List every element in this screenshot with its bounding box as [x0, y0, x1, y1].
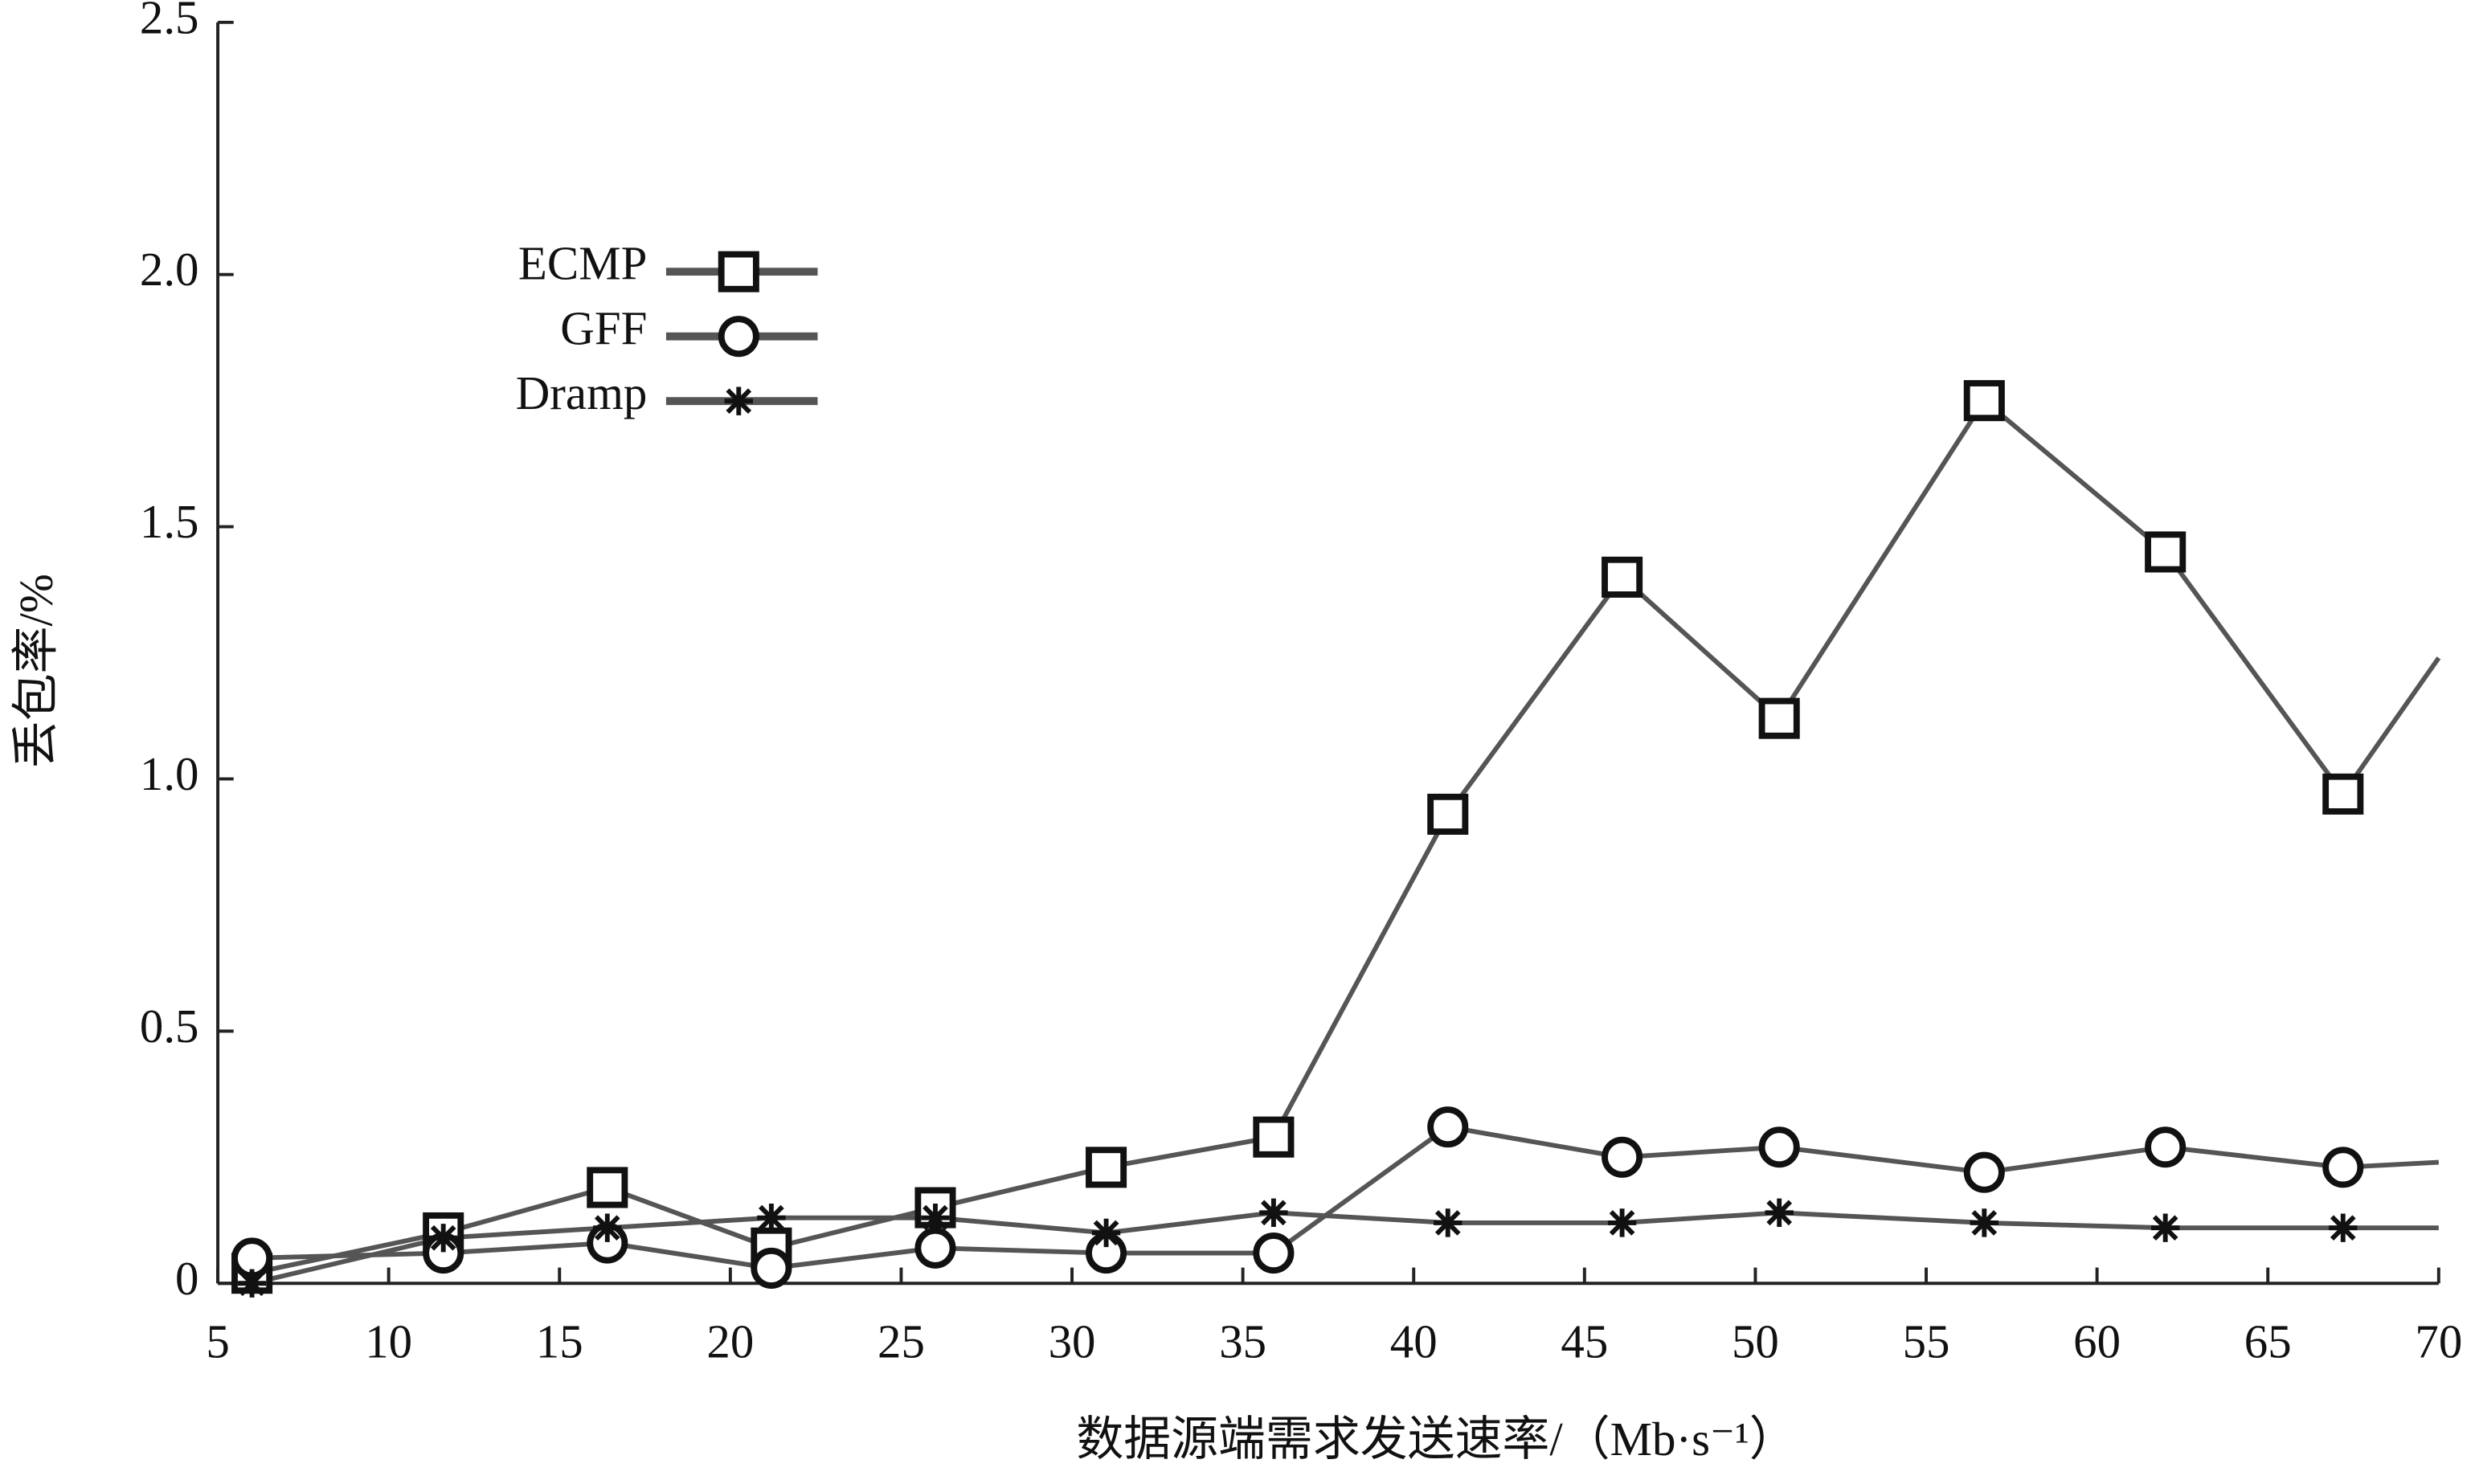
- y-tick-label: 1.0: [140, 747, 199, 800]
- marker: [2145, 531, 2187, 573]
- x-tick-label: 70: [2415, 1314, 2462, 1367]
- marker: [1963, 380, 2005, 422]
- x-tick-label: 40: [1390, 1314, 1438, 1367]
- marker: [2322, 773, 2364, 815]
- marker: [1086, 1147, 1127, 1188]
- marker: [1602, 1136, 1643, 1178]
- legend-marker: [718, 251, 759, 292]
- y-axis-label: 丢包率/%: [10, 574, 63, 768]
- x-tick-label: 65: [2244, 1314, 2292, 1367]
- y-tick-label: 2.0: [140, 243, 199, 296]
- marker: [1253, 1116, 1295, 1158]
- marker: [1427, 793, 1469, 835]
- y-tick-label: 2.5: [140, 0, 199, 43]
- marker: [2150, 1213, 2180, 1242]
- x-tick-label: 30: [1049, 1314, 1096, 1367]
- marker: [1434, 1208, 1462, 1237]
- marker: [237, 1269, 267, 1298]
- legend-label: ECMP: [518, 237, 647, 290]
- y-tick-label: 0: [175, 1252, 198, 1305]
- x-tick-label: 45: [1561, 1314, 1608, 1367]
- marker: [593, 1213, 622, 1242]
- marker: [1427, 1106, 1469, 1148]
- marker: [2145, 1126, 2187, 1168]
- x-tick-label: 10: [365, 1314, 412, 1367]
- series-line: [251, 397, 2441, 1276]
- x-tick-label: 55: [1903, 1314, 1950, 1367]
- series-line: [251, 1210, 2439, 1286]
- y-tick-label: 0.5: [140, 1000, 199, 1053]
- x-tick-label: 60: [2073, 1314, 2121, 1367]
- x-tick-label: 25: [878, 1314, 925, 1367]
- marker: [1602, 556, 1643, 598]
- marker: [914, 1227, 956, 1269]
- x-tick-label: 20: [706, 1314, 754, 1367]
- marker: [1970, 1208, 1999, 1237]
- marker: [1607, 1208, 1637, 1237]
- marker: [1259, 1198, 1288, 1228]
- marker: [587, 1167, 628, 1208]
- marker: [1091, 1218, 1121, 1248]
- x-tick-label: 5: [206, 1314, 229, 1367]
- legend-marker: [718, 316, 759, 358]
- marker: [1758, 1126, 1800, 1168]
- marker: [1963, 1151, 2005, 1193]
- marker: [1253, 1233, 1295, 1274]
- marker: [429, 1224, 458, 1253]
- series-line: [252, 1124, 2439, 1271]
- marker: [751, 1247, 792, 1289]
- marker: [1758, 697, 1800, 739]
- marker: [2329, 1213, 2358, 1242]
- marker: [757, 1203, 786, 1233]
- legend-label: Dramp: [516, 366, 648, 419]
- legend-marker: [724, 386, 753, 415]
- x-tick-label: 35: [1219, 1314, 1266, 1367]
- legend-label: GFF: [560, 301, 647, 354]
- marker: [921, 1203, 950, 1233]
- x-tick-label: 50: [1732, 1314, 1779, 1367]
- marker: [1765, 1198, 1794, 1228]
- marker: [2322, 1147, 2364, 1188]
- x-axis-label: 数据源端需求发送速率/（Mb·s⁻¹）: [1076, 1412, 1796, 1466]
- x-tick-label: 15: [536, 1314, 583, 1367]
- y-tick-label: 1.5: [140, 495, 199, 548]
